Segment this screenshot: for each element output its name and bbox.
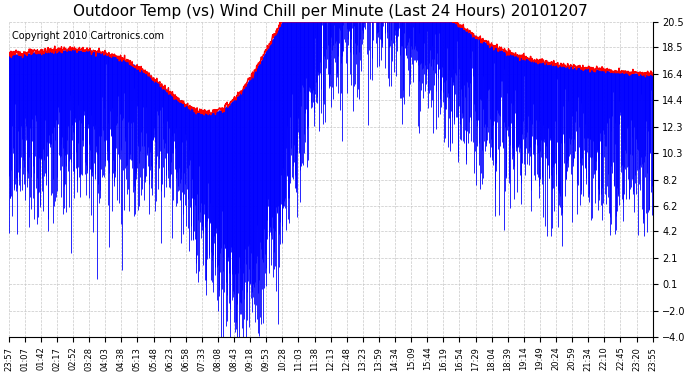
Text: Copyright 2010 Cartronics.com: Copyright 2010 Cartronics.com: [12, 31, 164, 41]
Title: Outdoor Temp (vs) Wind Chill per Minute (Last 24 Hours) 20101207: Outdoor Temp (vs) Wind Chill per Minute …: [73, 4, 588, 19]
